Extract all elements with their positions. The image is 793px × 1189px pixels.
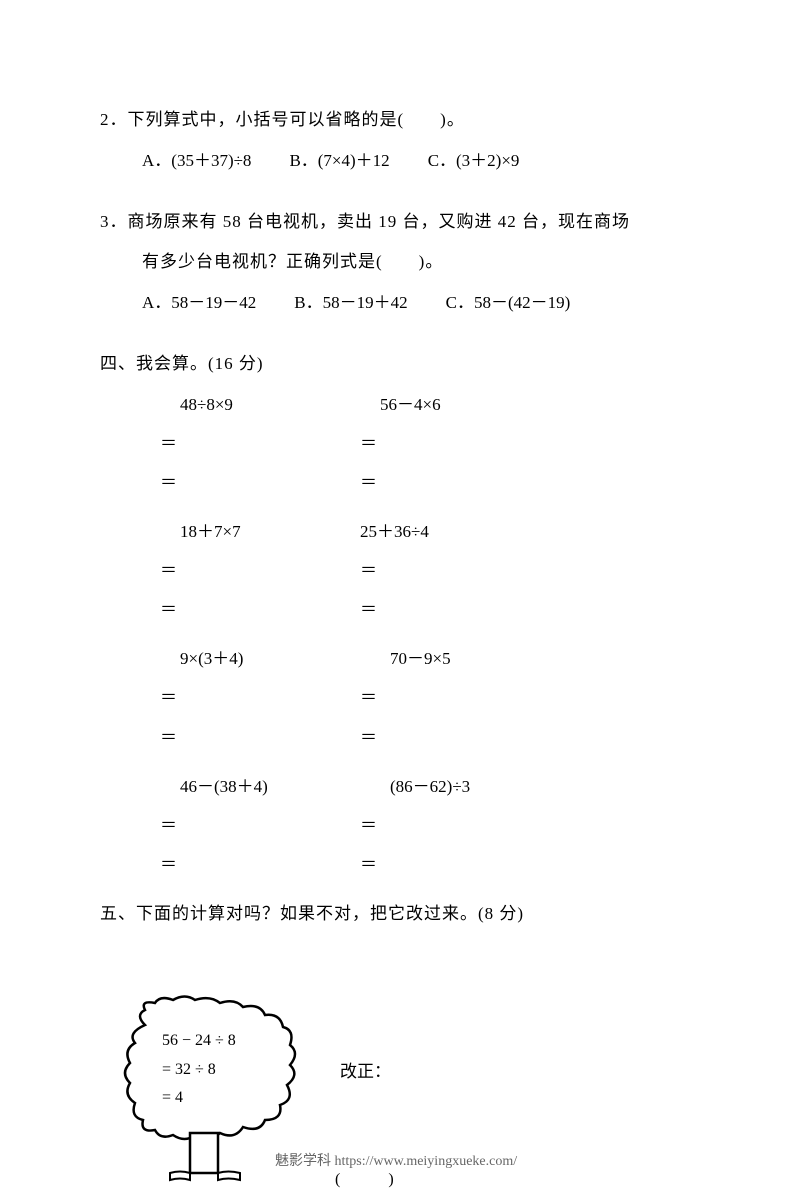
tree-line1: 56 − 24 ÷ 8 (162, 1027, 236, 1056)
calc-eq: ＝ (360, 845, 560, 884)
q2-option-b: B．(7×4)＋12 (289, 141, 389, 182)
q2-text: 下列算式中，小括号可以省略的是( )。 (128, 110, 465, 129)
answer-paren: ( ) (335, 1165, 394, 1189)
calc-2-right: 25＋36÷4 (360, 512, 560, 551)
calc-eq: ＝ (360, 806, 560, 845)
calc-eq: ＝ (160, 590, 360, 629)
calc-block-3: 9×(3＋4) 70－9×5 ＝ ＝ ＝ ＝ (160, 639, 708, 756)
calc-eq: ＝ (160, 678, 360, 717)
footer-text: 魅影学科 https://www.meiyingxueke.com/ (275, 1150, 517, 1170)
calc-eq: ＝ (360, 463, 560, 502)
calc-1-right: 56－4×6 (360, 385, 560, 424)
calc-eq: ＝ (360, 718, 560, 757)
q3-option-a: A．58－19－42 (142, 283, 256, 324)
tree-line2: = 32 ÷ 8 (162, 1056, 236, 1085)
calc-4-right: (86－62)÷3 (370, 767, 570, 806)
calc-eq: ＝ (160, 424, 360, 463)
calc-eq: ＝ (160, 718, 360, 757)
calc-2-left: 18＋7×7 (160, 512, 360, 551)
calc-3-left: 9×(3＋4) (160, 639, 370, 678)
q2-line: 2．下列算式中，小括号可以省略的是( )。 (100, 100, 708, 141)
q2-option-a: A．(35＋37)÷8 (142, 141, 251, 182)
question-2: 2．下列算式中，小括号可以省略的是( )。 A．(35＋37)÷8 B．(7×4… (100, 100, 708, 182)
q2-number: 2． (100, 100, 128, 141)
correction-label: 改正： (340, 1057, 391, 1082)
calc-eq: ＝ (360, 424, 560, 463)
q3-line2: 有多少台电视机？正确列式是( )。 (100, 242, 708, 283)
q2-options: A．(35＋37)÷8 B．(7×4)＋12 C．(3＋2)×9 (100, 141, 708, 182)
calc-eq: ＝ (360, 590, 560, 629)
section4-header: 四、我会算。(16 分) (100, 344, 708, 385)
calc-eq: ＝ (360, 551, 560, 590)
calc-3-right: 70－9×5 (370, 639, 570, 678)
q3-text1: 商场原来有 58 台电视机，卖出 19 台，又购进 42 台，现在商场 (128, 212, 631, 231)
calc-block-2: 18＋7×7 25＋36÷4 ＝ ＝ ＝ ＝ (160, 512, 708, 629)
calc-eq: ＝ (160, 845, 360, 884)
q2-option-c: C．(3＋2)×9 (428, 141, 520, 182)
q3-line1: 3．商场原来有 58 台电视机，卖出 19 台，又购进 42 台，现在商场 (100, 202, 708, 243)
question-3: 3．商场原来有 58 台电视机，卖出 19 台，又购进 42 台，现在商场 有多… (100, 202, 708, 324)
section5-header: 五、下面的计算对吗？如果不对，把它改过来。(8 分) (100, 894, 708, 935)
calc-eq: ＝ (160, 551, 360, 590)
calc-4-left: 46－(38＋4) (160, 767, 370, 806)
calc-eq: ＝ (360, 678, 560, 717)
q3-options: A．58－19－42 B．58－19＋42 C．58－(42－19) (100, 283, 708, 324)
q3-option-b: B．58－19＋42 (294, 283, 407, 324)
section5-content: 56 − 24 ÷ 8 = 32 ÷ 8 = 4 改正： 魅影学科 https:… (100, 995, 708, 1175)
calc-block-4: 46－(38＋4) (86－62)÷3 ＝ ＝ ＝ ＝ (160, 767, 708, 884)
calc-eq: ＝ (160, 806, 360, 845)
q3-number: 3． (100, 202, 128, 243)
tree-line3: = 4 (162, 1084, 236, 1113)
calculation-grid: 48÷8×9 56－4×6 ＝ ＝ ＝ ＝ 18＋7×7 25＋36÷4 ＝ ＝… (100, 385, 708, 884)
tree-calculation: 56 − 24 ÷ 8 = 32 ÷ 8 = 4 (162, 1027, 236, 1113)
calc-1-left: 48÷8×9 (160, 385, 360, 424)
q3-option-c: C．58－(42－19) (446, 283, 571, 324)
calc-block-1: 48÷8×9 56－4×6 ＝ ＝ ＝ ＝ (160, 385, 708, 502)
calc-eq: ＝ (160, 463, 360, 502)
